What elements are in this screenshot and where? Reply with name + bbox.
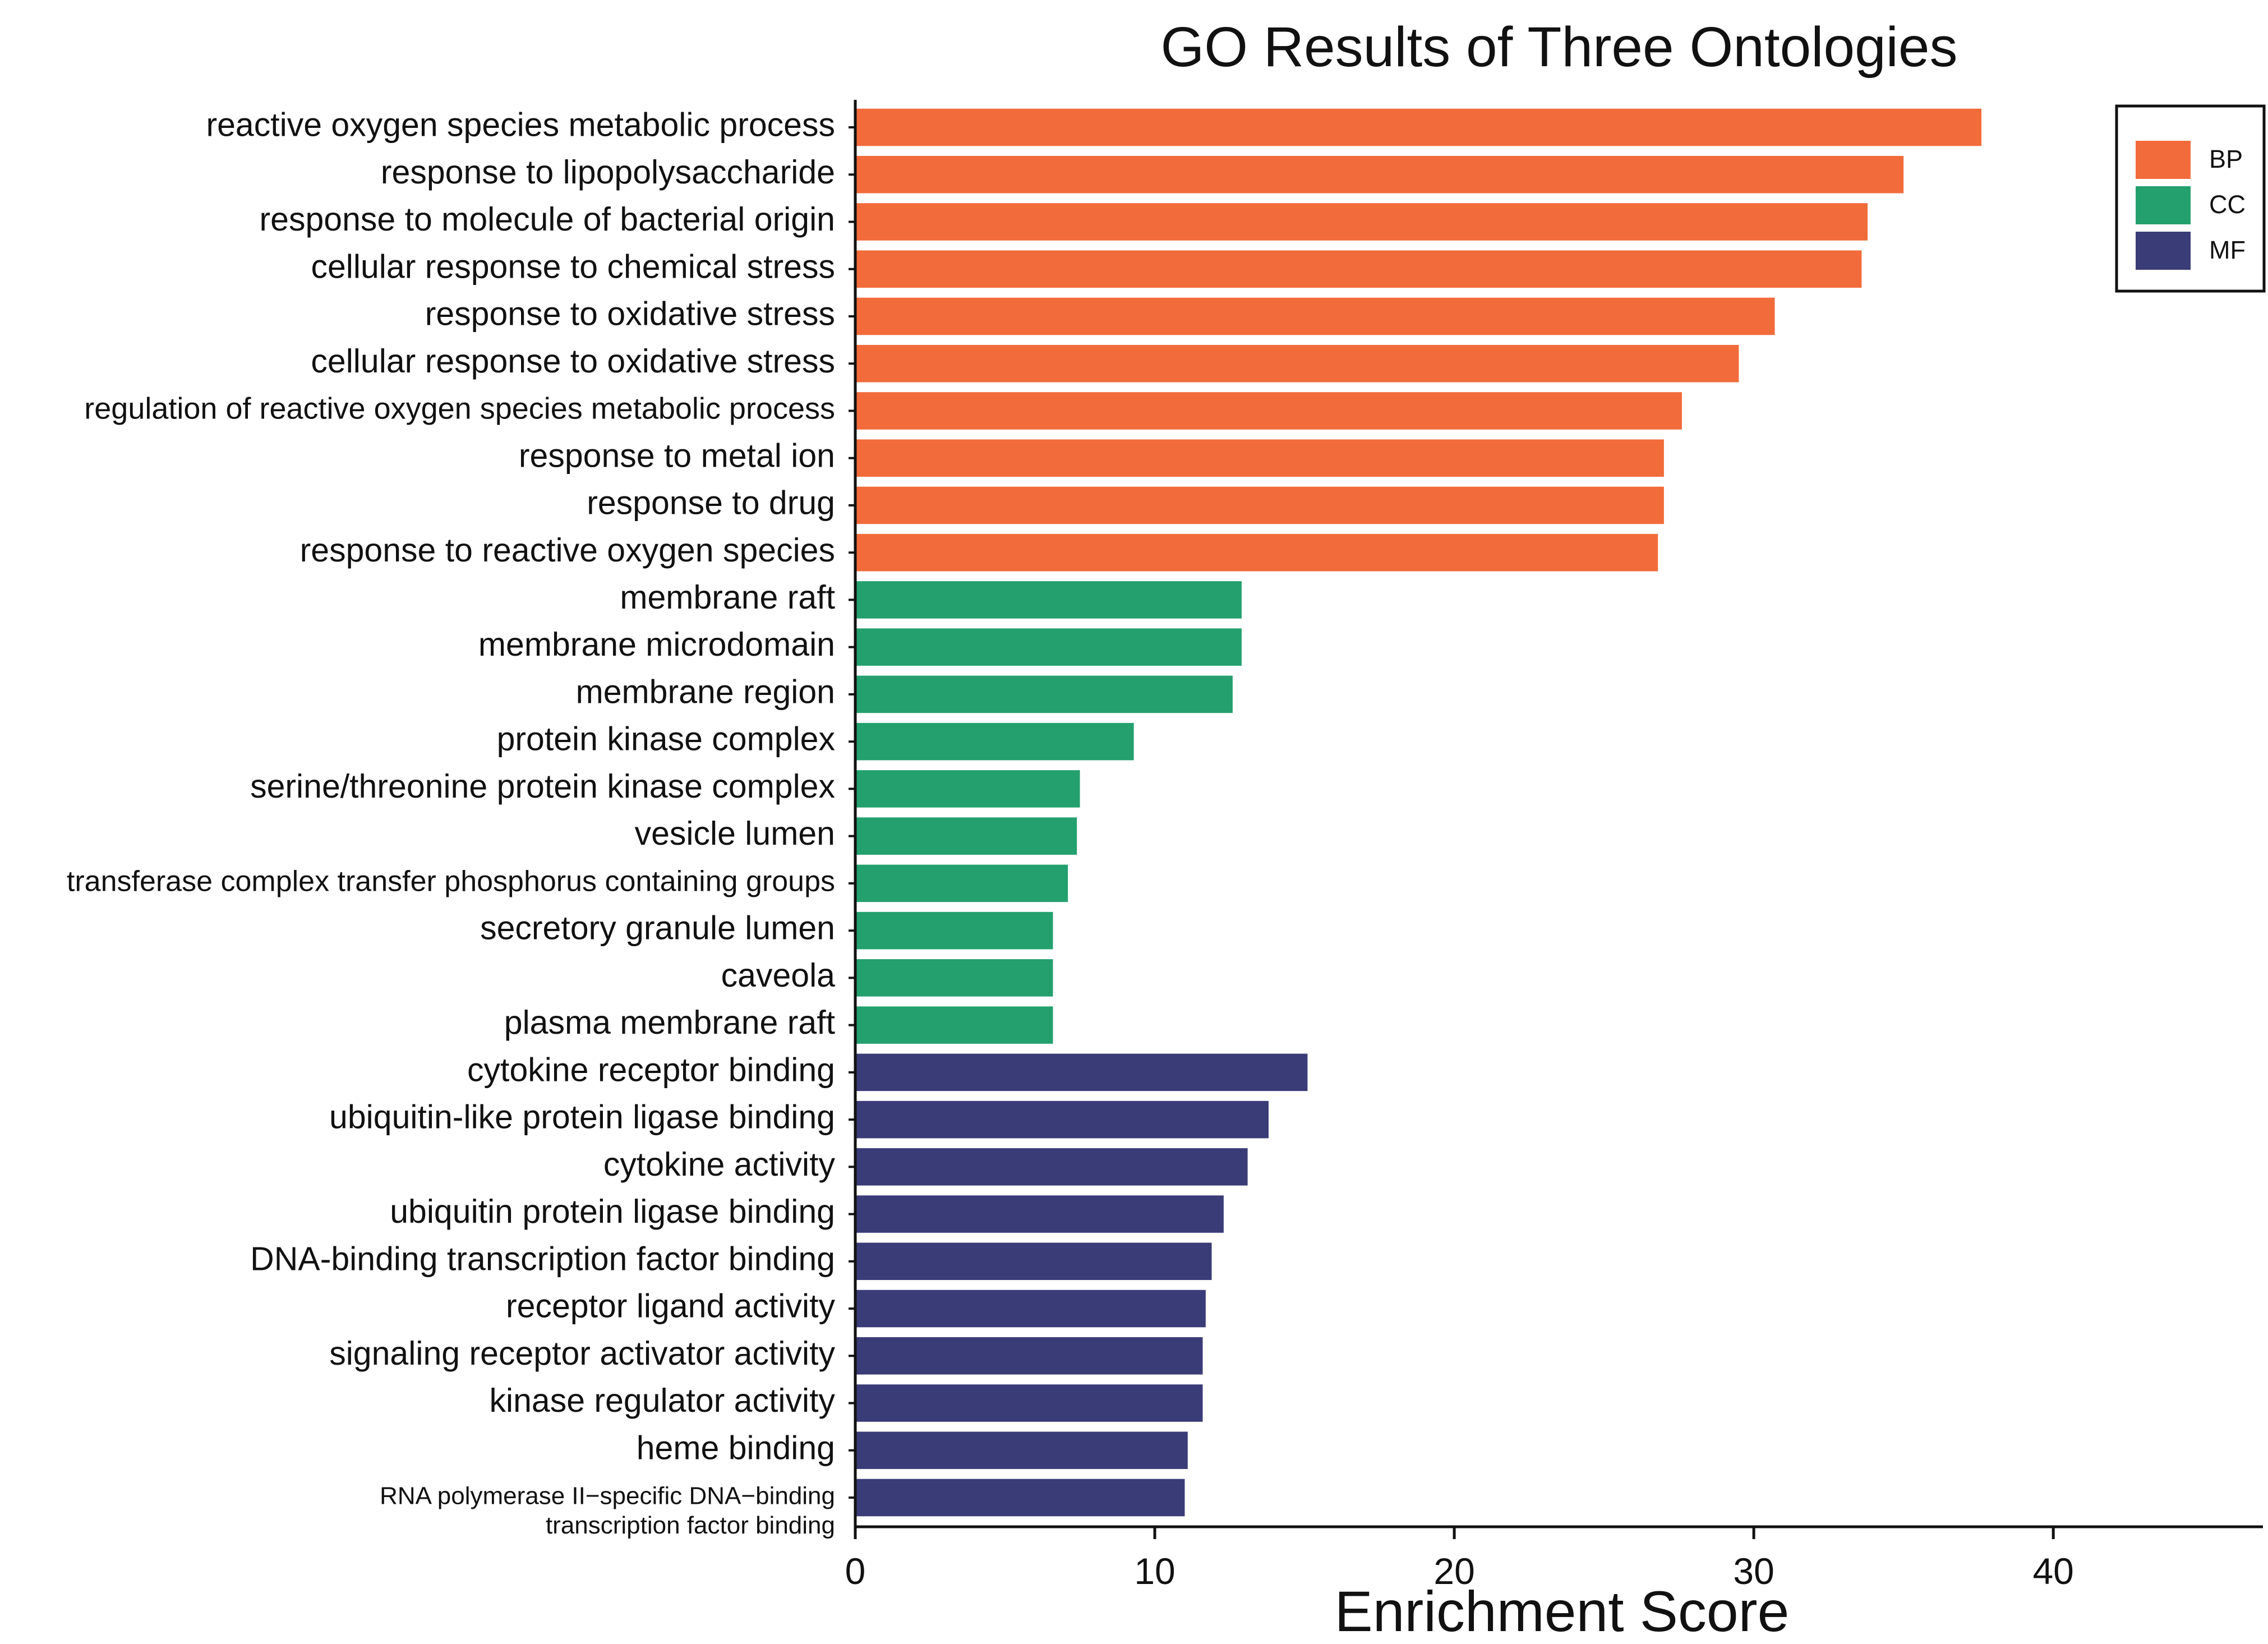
x-tick-label-40: 40 <box>2032 1550 2073 1592</box>
bar-27 <box>855 1337 1203 1375</box>
bar-4 <box>855 250 1862 288</box>
category-label-26: receptor ligand activity <box>506 1288 836 1325</box>
x-tick-label-30: 30 <box>1733 1550 1774 1592</box>
category-label-14: protein kinase complex <box>497 721 835 758</box>
category-label-24: ubiquitin protein ligase binding <box>390 1193 835 1230</box>
category-label-28: kinase regulator activity <box>489 1382 835 1419</box>
bar-12 <box>855 628 1242 666</box>
x-tick-label-10: 10 <box>1134 1550 1175 1592</box>
bar-29 <box>855 1431 1188 1470</box>
category-label-23: cytokine activity <box>603 1146 836 1183</box>
category-label-16: vesicle lumen <box>635 815 835 852</box>
category-label-6: cellular response to oxidative stress <box>311 343 835 380</box>
x-tick-label-0: 0 <box>845 1550 866 1592</box>
bars-layer <box>855 108 1981 1517</box>
category-label-13: membrane region <box>576 673 835 710</box>
category-label-12: membrane microdomain <box>478 626 835 663</box>
category-label-8: response to metal ion <box>519 437 835 474</box>
chart-title: GO Results of Three Ontologies <box>1160 16 1957 79</box>
x-tick-label-20: 20 <box>1433 1550 1474 1592</box>
bar-28 <box>855 1384 1203 1422</box>
bar-15 <box>855 770 1080 808</box>
legend-swatch-cc <box>2136 186 2191 224</box>
bar-21 <box>855 1053 1308 1092</box>
category-label-11: membrane raft <box>620 579 835 616</box>
category-label-2: response to lipopolysaccharide <box>381 154 835 191</box>
bar-11 <box>855 581 1242 619</box>
category-label-5: response to oxidative stress <box>425 296 835 333</box>
bar-25 <box>855 1242 1212 1281</box>
bar-9 <box>855 486 1664 524</box>
category-label-10: response to reactive oxygen species <box>300 532 835 569</box>
category-label-21: cytokine receptor binding <box>467 1051 835 1088</box>
legend: BP CC MF <box>2115 104 2266 293</box>
bar-18 <box>855 911 1053 950</box>
bar-8 <box>855 439 1664 477</box>
axes-layer: 0 10 20 30 40 <box>845 100 2263 1592</box>
bar-24 <box>855 1195 1224 1233</box>
category-label-29: heme binding <box>637 1429 835 1466</box>
category-label-17: transferase complex transfer phosphorus … <box>67 865 835 898</box>
x-axis-title: Enrichment Score <box>1335 1579 1790 1643</box>
bar-30 <box>855 1479 1185 1517</box>
bar-26 <box>855 1290 1206 1328</box>
bar-14 <box>855 722 1134 761</box>
category-label-22: ubiquitin-like protein ligase binding <box>329 1099 835 1136</box>
legend-swatch-mf <box>2136 232 2191 270</box>
bar-5 <box>855 297 1775 335</box>
category-label-20: plasma membrane raft <box>504 1004 835 1041</box>
bar-6 <box>855 344 1739 383</box>
bar-17 <box>855 864 1068 902</box>
bar-1 <box>855 108 1981 146</box>
legend-label-mf: MF <box>2209 236 2246 264</box>
bar-2 <box>855 155 1904 194</box>
bar-13 <box>855 675 1233 713</box>
category-label-30: RNA polymerase II−specific DNA−binding tr… <box>380 1482 835 1539</box>
bar-23 <box>855 1148 1248 1186</box>
category-label-25: DNA-binding transcription factor binding <box>250 1240 835 1277</box>
category-label-18: secretory granule lumen <box>480 910 835 947</box>
category-label-1: reactive oxygen species metabolic proces… <box>206 107 835 144</box>
bar-20 <box>855 1006 1053 1044</box>
category-label-3: response to molecule of bacterial origin <box>259 201 835 238</box>
bar-16 <box>855 817 1077 855</box>
category-label-9: response to drug <box>587 485 835 522</box>
bar-10 <box>855 533 1658 572</box>
bar-3 <box>855 203 1868 241</box>
category-label-4: cellular response to chemical stress <box>311 248 835 285</box>
category-label-15: serine/threonine protein kinase complex <box>250 768 835 805</box>
category-label-27: signaling receptor activator activity <box>329 1335 835 1372</box>
bar-19 <box>855 959 1053 997</box>
category-labels-layer: reactive oxygen species metabolic proces… <box>67 107 836 1540</box>
legend-swatch-bp <box>2136 141 2191 179</box>
legend-label-bp: BP <box>2209 145 2243 173</box>
bar-7 <box>855 392 1682 430</box>
category-label-19: caveola <box>721 957 836 994</box>
bar-22 <box>855 1100 1269 1139</box>
legend-label-cc: CC <box>2209 190 2246 219</box>
category-label-7: regulation of reactive oxygen species me… <box>84 392 835 426</box>
